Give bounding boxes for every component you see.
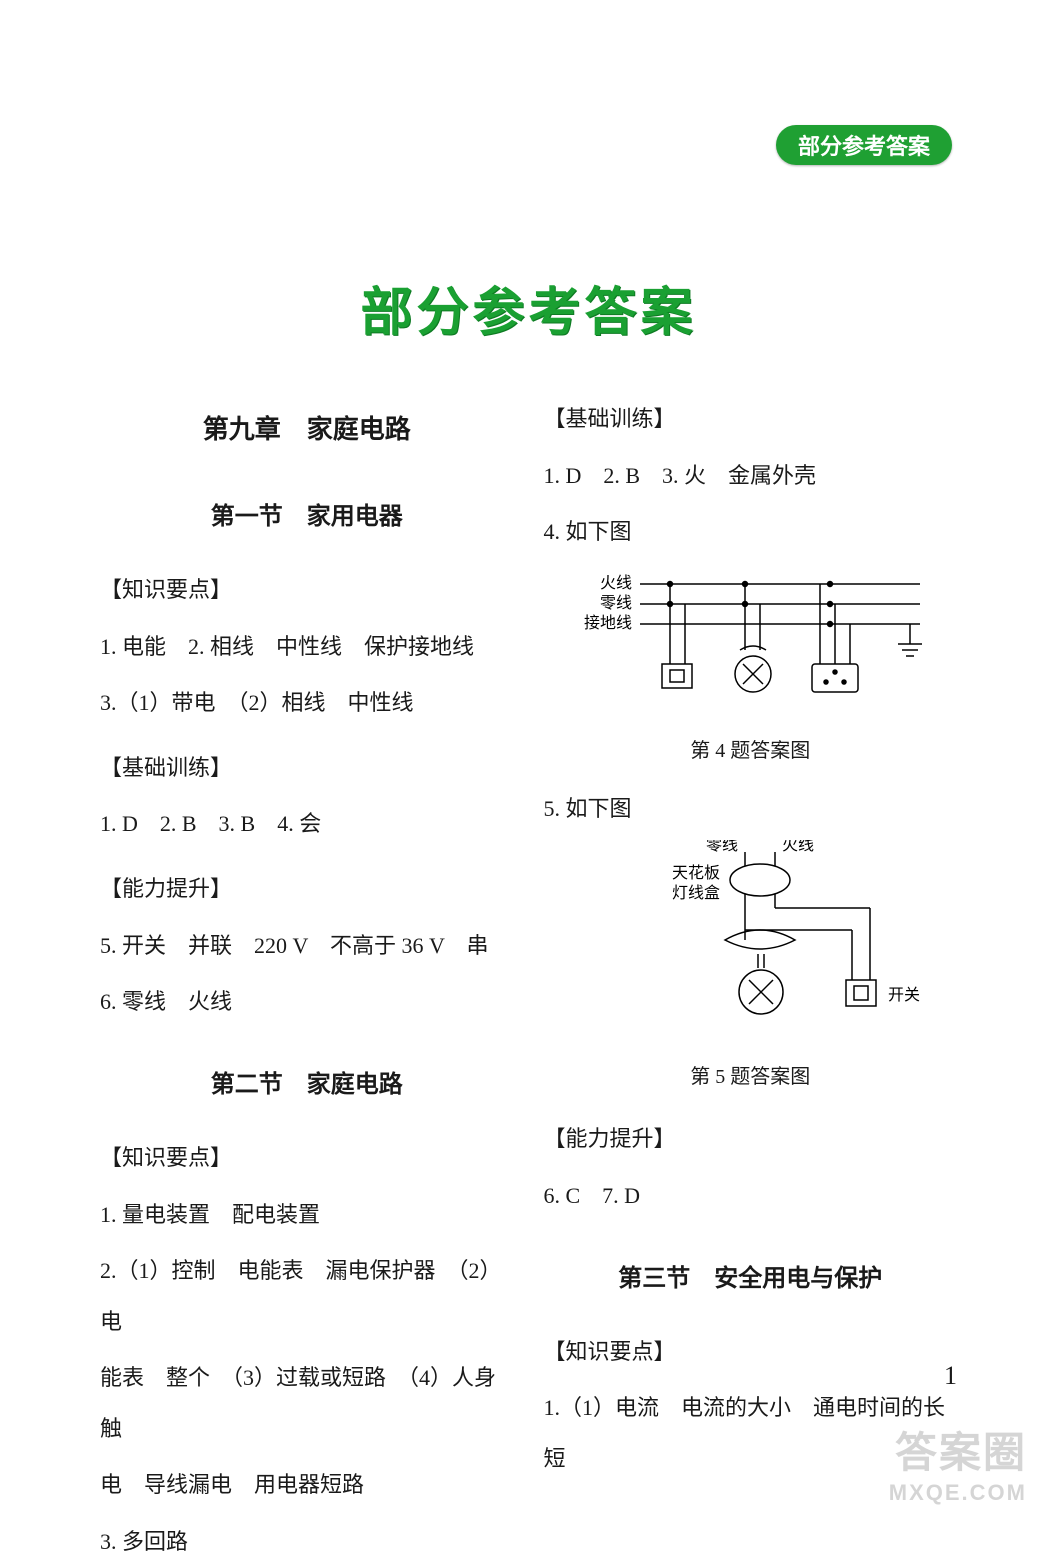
label-neutral: 零线 bbox=[600, 594, 632, 612]
label-live: 火线 bbox=[600, 574, 632, 592]
label-box: 灯线盒 bbox=[672, 884, 720, 902]
page-number: 1 bbox=[944, 1361, 957, 1391]
knowledge-heading: 【知识要点】 bbox=[100, 565, 514, 616]
text-line: 3. 多回路 bbox=[100, 1517, 514, 1568]
text-line: 1. D 2. B 3. 火 金属外壳 bbox=[544, 451, 958, 502]
label-switch: 开关 bbox=[888, 986, 920, 1004]
header-badge: 部分参考答案 bbox=[776, 125, 952, 165]
knowledge-heading: 【知识要点】 bbox=[100, 1133, 514, 1184]
basic-heading: 【基础训练】 bbox=[100, 743, 514, 794]
text-line: 1. D 2. B 3. B 4. 会 bbox=[100, 799, 514, 850]
section-3-title: 第三节 安全用电与保护 bbox=[544, 1252, 958, 1307]
ability-heading: 【能力提升】 bbox=[544, 1114, 958, 1165]
label-ground: 接地线 bbox=[584, 614, 632, 632]
section-1-title: 第一节 家用电器 bbox=[100, 490, 514, 545]
text-line: 6. 零线 火线 bbox=[100, 977, 514, 1028]
basic-heading: 【基础训练】 bbox=[544, 394, 958, 445]
text-line: 5. 如下图 bbox=[544, 784, 958, 835]
page-title: 部分参考答案 bbox=[0, 270, 1057, 345]
label-neutral: 零线 bbox=[706, 840, 738, 854]
text-line: 1. 电能 2. 相线 中性线 保护接地线 bbox=[100, 622, 514, 673]
text-line: 1. 量电装置 配电装置 bbox=[100, 1190, 514, 1241]
text-line: 4. 如下图 bbox=[544, 507, 958, 558]
content-columns: 第九章 家庭电路 第一节 家用电器 【知识要点】 1. 电能 2. 相线 中性线… bbox=[100, 380, 957, 1336]
watermark-line-1: 答案圈 bbox=[889, 1419, 1027, 1480]
figure-4-caption: 第 4 题答案图 bbox=[544, 728, 958, 774]
figure-5-diagram: 零线 火线 天花板 灯线盒 开关 bbox=[570, 840, 930, 1050]
figure-4-diagram: 火线 零线 接地线 bbox=[570, 564, 930, 724]
chapter-title: 第九章 家庭电路 bbox=[100, 400, 514, 460]
text-line: 能表 整个 （3）过载或短路 （4）人身触 bbox=[100, 1353, 514, 1454]
watermark-line-2: MXQE.COM bbox=[889, 1480, 1027, 1506]
figure-5-caption: 第 5 题答案图 bbox=[544, 1054, 958, 1100]
watermark: 答案圈 MXQE.COM bbox=[889, 1419, 1027, 1506]
left-column: 第九章 家庭电路 第一节 家用电器 【知识要点】 1. 电能 2. 相线 中性线… bbox=[100, 380, 514, 1336]
label-live: 火线 bbox=[782, 840, 814, 854]
section-2-title: 第二节 家庭电路 bbox=[100, 1058, 514, 1113]
knowledge-heading: 【知识要点】 bbox=[544, 1327, 958, 1378]
text-line: 6. C 7. D bbox=[544, 1171, 958, 1222]
label-ceiling: 天花板 bbox=[672, 864, 720, 882]
text-line: 5. 开关 并联 220 V 不高于 36 V 串 bbox=[100, 921, 514, 972]
text-line: 电 导线漏电 用电器短路 bbox=[100, 1460, 514, 1511]
right-column: 【基础训练】 1. D 2. B 3. 火 金属外壳 4. 如下图 bbox=[544, 380, 958, 1336]
ability-heading: 【能力提升】 bbox=[100, 864, 514, 915]
text-line: 2.（1）控制 电能表 漏电保护器 （2）电 bbox=[100, 1246, 514, 1347]
text-line: 3.（1）带电 （2）相线 中性线 bbox=[100, 678, 514, 729]
